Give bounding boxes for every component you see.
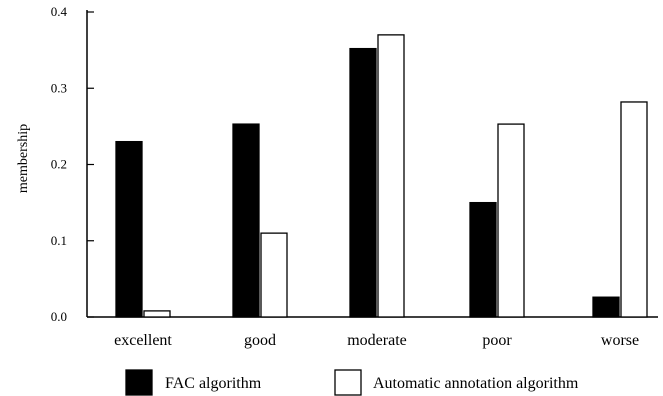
- bar-automatic-poor: [497, 123, 525, 318]
- bar-fac-moderate: [349, 47, 377, 318]
- legend-label-automatic: Automatic annotation algorithm: [373, 375, 579, 392]
- y-tick-label: 0.0: [51, 309, 67, 324]
- x-tick-label-worse: worse: [601, 332, 639, 349]
- legend-label-fac: FAC algorithm: [165, 375, 262, 392]
- bar-fac-excellent: [115, 140, 143, 318]
- y-tick-label: 0.2: [51, 157, 67, 172]
- x-tick-label-excellent: excellent: [114, 332, 172, 349]
- bar-fac-poor: [469, 201, 497, 318]
- legend-swatch-automatic: [334, 369, 362, 396]
- x-tick-label-moderate: moderate: [347, 332, 407, 349]
- bar-automatic-worse: [620, 101, 648, 318]
- y-tick-label: 0.4: [51, 4, 68, 19]
- y-tick-label: 0.3: [51, 80, 67, 95]
- bar-automatic-moderate: [377, 34, 405, 318]
- x-tick-label-good: good: [244, 332, 276, 349]
- legend-swatch-fac: [125, 369, 153, 396]
- bar-automatic-excellent: [143, 310, 171, 318]
- bar-automatic-good: [260, 232, 288, 318]
- y-axis-label: membership: [16, 124, 31, 193]
- x-tick-label-poor: poor: [482, 332, 512, 349]
- bar-fac-worse: [592, 296, 620, 318]
- bar-fac-good: [232, 123, 260, 318]
- y-tick-label: 0.1: [51, 233, 67, 248]
